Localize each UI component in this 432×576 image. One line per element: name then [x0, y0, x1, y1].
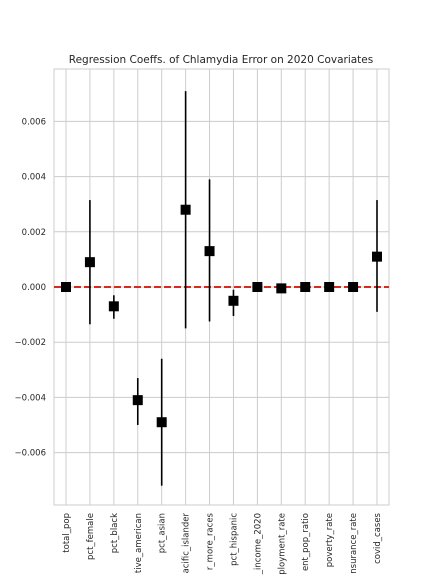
y-tick-label: 0.002: [22, 228, 46, 238]
x-tick-label: ployment_rate: [277, 513, 287, 575]
y-tick-label: −0.006: [15, 449, 46, 459]
chart-title: Regression Coeffs. of Chlamydia Error on…: [69, 54, 374, 66]
coefficient-marker: [109, 301, 119, 311]
x-tick-label: pct_female: [86, 513, 96, 560]
coefficient-marker: [61, 282, 71, 292]
x-tick-label: acific_islander: [182, 512, 192, 573]
coefficient-marker: [157, 417, 167, 427]
x-tick-label: r_more_races: [206, 512, 216, 570]
y-tick-label: −0.002: [15, 338, 46, 348]
coefficient-marker: [300, 282, 310, 292]
coefficient-marker: [372, 252, 382, 262]
coefficient-marker: [348, 282, 358, 292]
x-tick-label: poverty_rate: [325, 513, 335, 567]
coefficient-marker: [85, 257, 95, 267]
x-tick-label: total_pop: [62, 513, 72, 553]
coefficient-marker: [228, 296, 238, 306]
coefficient-marker: [181, 205, 191, 215]
x-tick-label: _income_2020: [253, 513, 263, 575]
x-tick-label: pct_hispanic: [229, 513, 239, 566]
coefficient-marker: [205, 246, 215, 256]
x-tick-label: nsurance_rate: [349, 513, 359, 574]
x-tick-label: pct_black: [110, 513, 120, 553]
y-tick-label: 0.004: [22, 173, 46, 183]
coefficient-marker: [133, 395, 143, 405]
y-tick-label: −0.004: [15, 393, 46, 403]
y-tick-label: 0.000: [22, 283, 46, 293]
y-tick-label: 0.006: [22, 117, 46, 127]
coefficient-marker: [252, 282, 262, 292]
coefficient-marker: [324, 282, 334, 292]
x-tick-label: pct_asian: [158, 513, 168, 553]
x-tick-label: tive_american: [134, 513, 144, 573]
x-tick-label: ent_pop_ratio: [301, 513, 311, 571]
x-tick-label: covid_cases: [373, 512, 383, 563]
coefficient-marker: [276, 283, 286, 293]
